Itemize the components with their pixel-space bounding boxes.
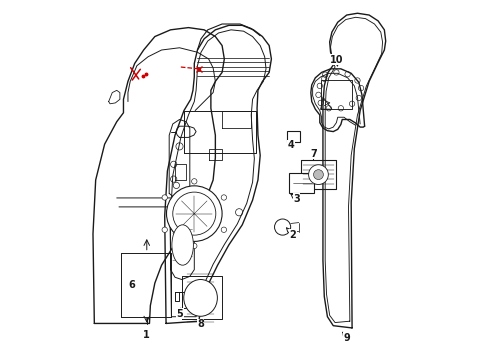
Polygon shape <box>170 211 194 279</box>
Text: 10: 10 <box>329 55 343 66</box>
Text: 4: 4 <box>287 140 293 150</box>
Polygon shape <box>208 149 222 160</box>
Polygon shape <box>175 292 186 308</box>
Text: 2: 2 <box>286 228 296 240</box>
Text: 5: 5 <box>176 308 183 319</box>
Polygon shape <box>175 164 186 180</box>
Text: 8: 8 <box>197 319 203 329</box>
Polygon shape <box>169 120 189 199</box>
Polygon shape <box>108 90 120 104</box>
Circle shape <box>221 227 226 233</box>
Polygon shape <box>182 276 222 319</box>
Text: 6: 6 <box>128 280 135 291</box>
Circle shape <box>162 195 167 200</box>
Polygon shape <box>310 69 364 132</box>
Circle shape <box>313 170 323 180</box>
Text: 1: 1 <box>143 330 150 339</box>
Circle shape <box>166 186 222 242</box>
Polygon shape <box>300 160 336 189</box>
Circle shape <box>221 195 226 200</box>
Circle shape <box>308 165 327 184</box>
Polygon shape <box>320 97 331 109</box>
Circle shape <box>191 179 197 184</box>
Polygon shape <box>320 81 351 109</box>
Bar <box>289 173 313 193</box>
Polygon shape <box>183 111 255 153</box>
Text: 3: 3 <box>290 194 299 204</box>
Polygon shape <box>176 126 196 138</box>
Ellipse shape <box>171 225 193 265</box>
Circle shape <box>162 227 167 233</box>
Polygon shape <box>93 28 224 323</box>
Circle shape <box>191 243 197 249</box>
Text: 7: 7 <box>309 149 316 159</box>
Text: 9: 9 <box>342 332 349 343</box>
Polygon shape <box>164 25 271 323</box>
Polygon shape <box>222 111 251 129</box>
Polygon shape <box>322 13 385 328</box>
Circle shape <box>274 219 290 235</box>
Bar <box>286 131 299 142</box>
Ellipse shape <box>183 279 217 316</box>
